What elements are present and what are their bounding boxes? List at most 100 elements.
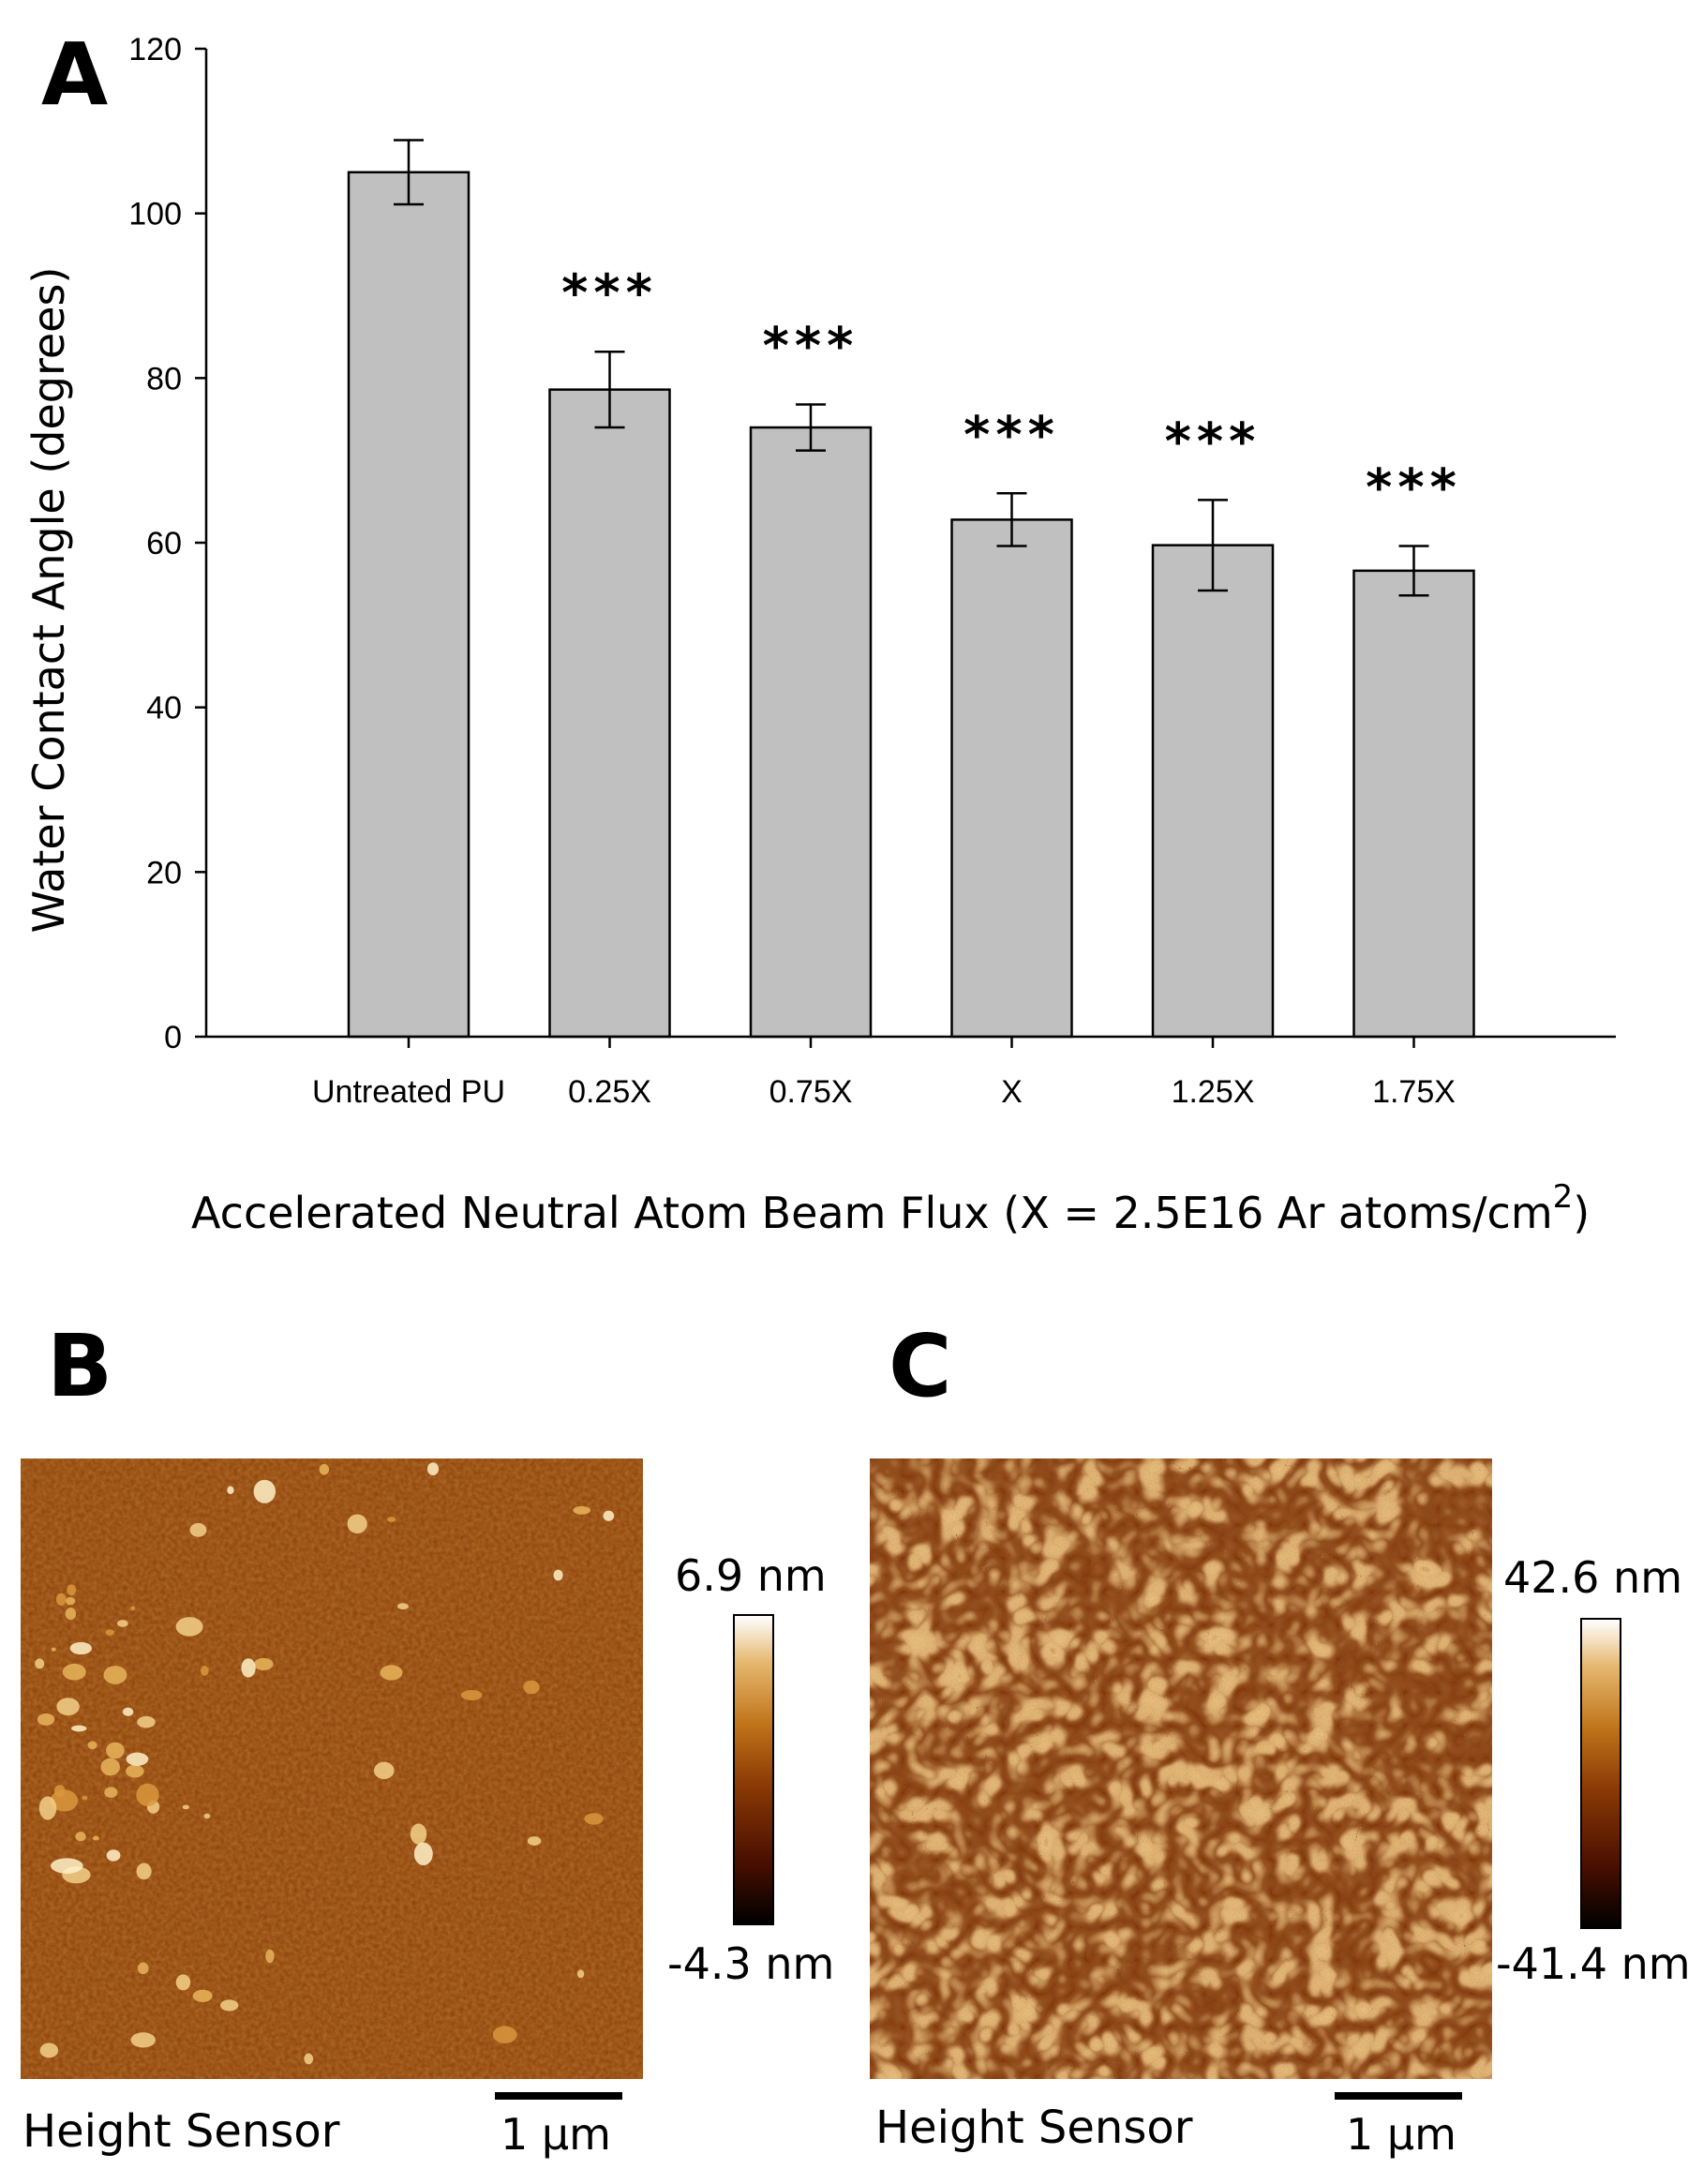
surface-particle	[227, 1486, 234, 1495]
significance-marker: ***	[763, 316, 859, 375]
surface-particles	[35, 1462, 615, 2065]
surface-particle	[137, 1962, 149, 1975]
y-tick-label: 100	[128, 197, 182, 232]
surface-particle	[189, 1522, 207, 1537]
scale-bar-label-b: 1 µm	[500, 2109, 611, 2160]
surface-particle	[584, 1813, 604, 1825]
surface-particle	[136, 1783, 159, 1807]
surface-particle	[460, 1689, 483, 1700]
surface-particle	[175, 1974, 191, 1991]
surface-particle	[347, 1514, 367, 1533]
significance-marker: ***	[561, 263, 658, 322]
x-tick-label: 0.75X	[769, 1074, 853, 1110]
surface-particle	[103, 1666, 127, 1684]
surface-particle	[203, 1813, 211, 1819]
surface-particle	[38, 1796, 57, 1820]
surface-particle	[116, 1620, 128, 1627]
panel-letter-a: A	[41, 24, 109, 125]
surface-particle	[65, 1596, 76, 1606]
surface-particle	[573, 1505, 591, 1515]
scale-bar-label-c: 1 µm	[1346, 2109, 1457, 2160]
surface-particle	[241, 1658, 256, 1678]
surface-particle	[254, 1657, 274, 1670]
surface-particle	[122, 1707, 134, 1716]
surface-particle	[319, 1463, 330, 1475]
y-tick-label: 0	[164, 1020, 182, 1055]
colorbar-c-max: 42.6 nm	[1503, 1552, 1683, 1603]
surface-particle	[527, 1836, 542, 1846]
surface-particle	[56, 1698, 80, 1716]
surface-particle	[373, 1761, 395, 1780]
panel-letter-b: B	[47, 1316, 113, 1416]
x-axis-label-end: )	[1573, 1188, 1590, 1238]
colorbar-c	[1580, 1618, 1621, 1929]
surface-particle	[523, 1680, 540, 1695]
surface-particle	[253, 1479, 276, 1503]
x-tick-label: 1.75X	[1372, 1074, 1456, 1110]
y-tick-label: 60	[146, 526, 182, 561]
x-axis-ticks: Untreated PU 0.25X 0.75X X 1.25X 1.75X	[312, 1037, 1456, 1110]
surface-particle	[87, 1741, 97, 1750]
significance-marker: ***	[964, 405, 1060, 464]
surface-particle	[387, 1517, 396, 1522]
surface-particle	[397, 1603, 409, 1610]
surface-particle	[67, 1584, 77, 1596]
x-tick-label: 0.25X	[568, 1074, 651, 1110]
afm-image-c	[870, 1458, 1492, 2079]
panel-letter-c: C	[889, 1316, 952, 1416]
surface-particle	[576, 1969, 585, 1979]
y-axis-ticks: 0 20 40 60 80 100 120	[128, 32, 206, 1055]
x-axis-label-main: Accelerated Neutral Atom Beam Flux (X = …	[191, 1188, 1553, 1238]
surface-particle	[126, 1752, 149, 1766]
scale-bar-b	[495, 2092, 622, 2100]
afm-image-b	[21, 1458, 643, 2079]
surface-particle	[55, 1593, 67, 1606]
surface-particle	[304, 2053, 314, 2065]
significance-marker: ***	[1165, 411, 1262, 471]
surface-particle	[104, 1787, 118, 1798]
bar	[1352, 569, 1475, 1039]
bar	[749, 426, 873, 1039]
bar	[347, 171, 471, 1039]
surface-particle	[126, 1764, 144, 1778]
height-sensor-label-b: Height Sensor	[22, 2105, 340, 2158]
x-tick-label: 1.25X	[1172, 1074, 1255, 1110]
surface-particle	[69, 1641, 92, 1655]
y-tick-label: 20	[146, 855, 182, 890]
surface-particle	[137, 1715, 156, 1728]
surface-particle	[219, 1999, 239, 2012]
surface-particle	[39, 2042, 59, 2058]
surface-particle	[62, 1663, 86, 1681]
y-axis-label: Water Contact Angle (degrees)	[23, 267, 74, 934]
bars	[347, 171, 1475, 1039]
surface-particle	[71, 1725, 87, 1732]
scale-bar-c	[1335, 2092, 1462, 2100]
surface-particle	[175, 1617, 203, 1637]
surface-particle	[136, 1862, 152, 1880]
surface-particle	[426, 1462, 440, 1475]
x-tick-label: Untreated PU	[312, 1074, 505, 1110]
surface-particle	[53, 1785, 66, 1798]
surface-particle	[51, 1858, 83, 1874]
error-bars	[394, 139, 1429, 597]
x-axis-label-superscript: 2	[1553, 1178, 1574, 1216]
height-sensor-label-c: Height Sensor	[875, 2102, 1193, 2154]
surface-particle	[75, 1832, 86, 1842]
colorbar-b-max: 6.9 nm	[675, 1550, 827, 1601]
x-axis-label: Accelerated Neutral Atom Beam Flux (X = …	[191, 1178, 1590, 1238]
surface-particle	[92, 1835, 99, 1841]
colorbar-b	[733, 1614, 774, 1925]
surface-particle	[603, 1510, 615, 1521]
surface-particle	[51, 1647, 56, 1652]
surface-particle	[106, 1849, 121, 1862]
surface-particle	[130, 1606, 136, 1611]
bar-chart: 0 20 40 60 80 100 120 *** *** *** *** *** Untreate…	[23, 32, 1616, 1238]
surface-particle	[65, 1607, 77, 1621]
surface-particle	[130, 2032, 156, 2048]
surface-particle	[380, 1665, 403, 1681]
surface-particle	[100, 1758, 120, 1776]
surface-particle	[37, 1713, 55, 1726]
y-tick-label: 80	[146, 361, 182, 396]
surface-particle	[182, 1804, 189, 1810]
surface-particle	[192, 1989, 213, 2002]
